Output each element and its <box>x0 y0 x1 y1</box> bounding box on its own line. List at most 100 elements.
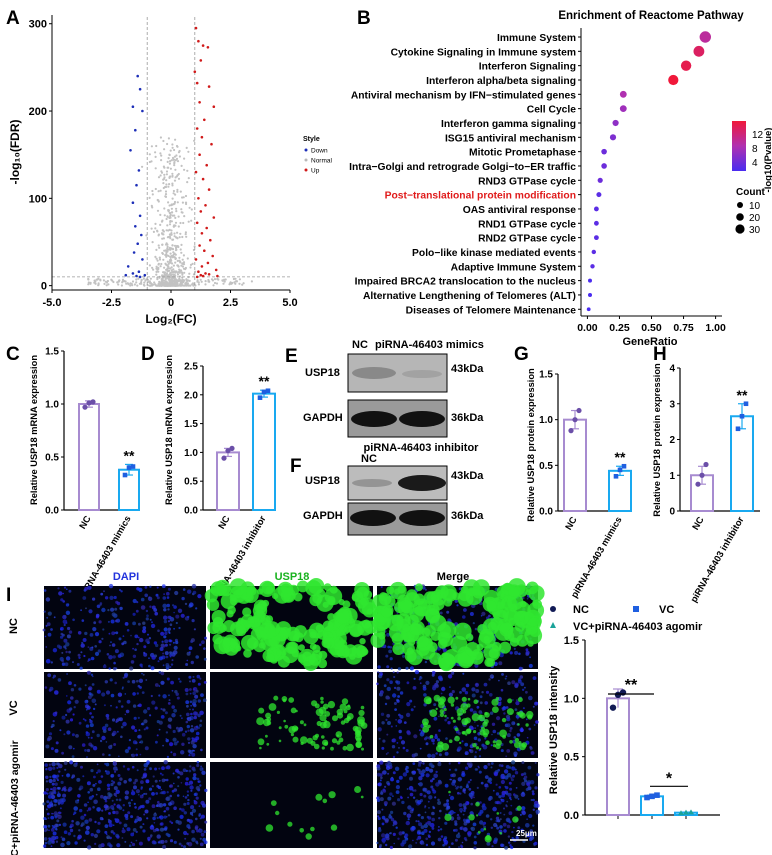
volcano-normal-point <box>162 229 165 232</box>
if-nucleus-dot <box>47 632 52 637</box>
volcano-normal-point <box>179 283 182 286</box>
volcano-normal-point <box>172 189 175 193</box>
volcano-normal-point <box>154 155 157 158</box>
volcano-normal-point <box>105 284 108 287</box>
if-nucleus-dot <box>431 817 436 822</box>
if-nucleus-dot <box>162 652 165 655</box>
if-nucleus-dot <box>506 717 511 722</box>
if-nucleus-dot <box>97 649 101 653</box>
if-usp18-signal <box>266 653 275 663</box>
volcano-normal-point <box>99 278 102 281</box>
if-nucleus-dot <box>425 773 430 778</box>
if-nucleus-dot <box>50 788 52 791</box>
if-nucleus-dot <box>158 767 161 770</box>
if-nucleus-dot <box>81 743 86 747</box>
if-nucleus-dot <box>130 841 133 844</box>
if-nucleus-dot <box>60 836 63 839</box>
if-nucleus-dot <box>422 775 424 777</box>
volcano-up-point <box>197 270 200 274</box>
if-nucleus-dot <box>520 682 525 687</box>
if-nucleus-dot <box>135 748 138 751</box>
if-nucleus-dot <box>447 721 451 725</box>
if-nucleus-dot <box>133 716 137 720</box>
reactome-dot <box>586 307 591 312</box>
if-nucleus-dot <box>52 778 56 783</box>
if-nucleus-dot <box>108 632 111 635</box>
blot-f-header-nc: NC <box>361 453 377 465</box>
if-nucleus-dot <box>189 785 194 790</box>
if-usp18-signal <box>476 814 479 817</box>
if-nucleus-dot <box>51 825 54 827</box>
blot-e-header-treatment: piRNA-46403 mimics <box>375 339 484 351</box>
if-nucleus-dot <box>528 663 533 668</box>
if-nucleus-dot <box>503 807 505 810</box>
if-nucleus-dot <box>510 845 514 850</box>
if-usp18-signal <box>491 698 499 706</box>
if-nucleus-dot <box>192 708 194 711</box>
if-nucleus-dot <box>45 646 48 648</box>
volcano-xtick-label: 0 <box>168 297 174 309</box>
if-nucleus-dot <box>514 708 518 711</box>
if-nucleus-dot <box>157 841 160 844</box>
if-nucleus-dot <box>463 608 467 612</box>
if-nucleus-dot <box>523 775 528 779</box>
if-nucleus-dot <box>511 766 516 771</box>
if-nucleus-dot <box>421 769 426 774</box>
if-nucleus-dot <box>520 728 524 733</box>
if-nucleus-dot <box>524 686 526 689</box>
if-nucleus-dot <box>387 772 390 775</box>
if-nucleus-dot <box>143 645 147 649</box>
if-nucleus-dot <box>469 708 474 712</box>
if-nucleus-dot <box>92 707 96 711</box>
if-nucleus-dot <box>122 721 127 727</box>
if-nucleus-dot <box>474 755 477 759</box>
if-nucleus-dot <box>161 773 164 777</box>
if-nucleus-dot <box>160 707 163 711</box>
volcano-normal-point <box>183 271 186 274</box>
if-nucleus-dot <box>61 651 64 654</box>
volcano-up-point <box>200 265 204 268</box>
if-nucleus-dot <box>101 735 106 741</box>
if-usp18-signal <box>407 649 423 666</box>
count-dot-30 <box>735 224 745 234</box>
if-nucleus-dot <box>438 780 443 785</box>
if-usp18-signal <box>414 605 424 616</box>
if-nucleus-dot <box>157 629 160 632</box>
volcano-normal-point <box>87 283 90 286</box>
volcano-normal-point <box>176 160 180 163</box>
if-nucleus-dot <box>166 791 169 794</box>
if-nucleus-dot <box>138 793 140 796</box>
volcano-normal-point <box>191 282 195 285</box>
if-nucleus-dot <box>162 790 166 795</box>
volcano-normal-point <box>173 162 176 165</box>
volcano-up-point <box>198 101 201 104</box>
if-nucleus-dot <box>417 800 422 805</box>
volcano-normal-point <box>165 272 169 275</box>
volcano-normal-point <box>150 284 153 287</box>
if-nucleus-dot <box>515 699 518 702</box>
if-nucleus-dot <box>166 596 170 599</box>
bar-data-point <box>221 455 227 461</box>
if-usp18-signal <box>298 644 305 651</box>
volcano-normal-point <box>184 201 188 204</box>
volcano-ytick-label: 200 <box>29 106 47 118</box>
if-nucleus-dot <box>391 776 394 779</box>
if-nucleus-dot <box>500 764 504 767</box>
if-usp18-signal <box>327 700 336 709</box>
volcano-down-point <box>124 273 128 277</box>
if-nucleus-dot <box>88 686 93 691</box>
if-nucleus-dot <box>193 773 197 777</box>
if-nucleus-dot <box>417 763 422 767</box>
if-nucleus-dot <box>42 802 46 806</box>
if-nucleus-dot <box>113 786 118 791</box>
if-nucleus-dot <box>459 785 463 789</box>
if-nucleus-dot <box>134 806 137 809</box>
if-nucleus-dot <box>91 795 95 798</box>
if-nucleus-dot <box>161 778 166 783</box>
volcano-normal-point <box>159 265 162 268</box>
intensity-data-point <box>678 810 684 816</box>
if-nucleus-dot <box>64 768 67 771</box>
if-nucleus-dot <box>418 760 422 765</box>
if-nucleus-dot <box>440 835 444 838</box>
if-nucleus-dot <box>105 770 111 775</box>
